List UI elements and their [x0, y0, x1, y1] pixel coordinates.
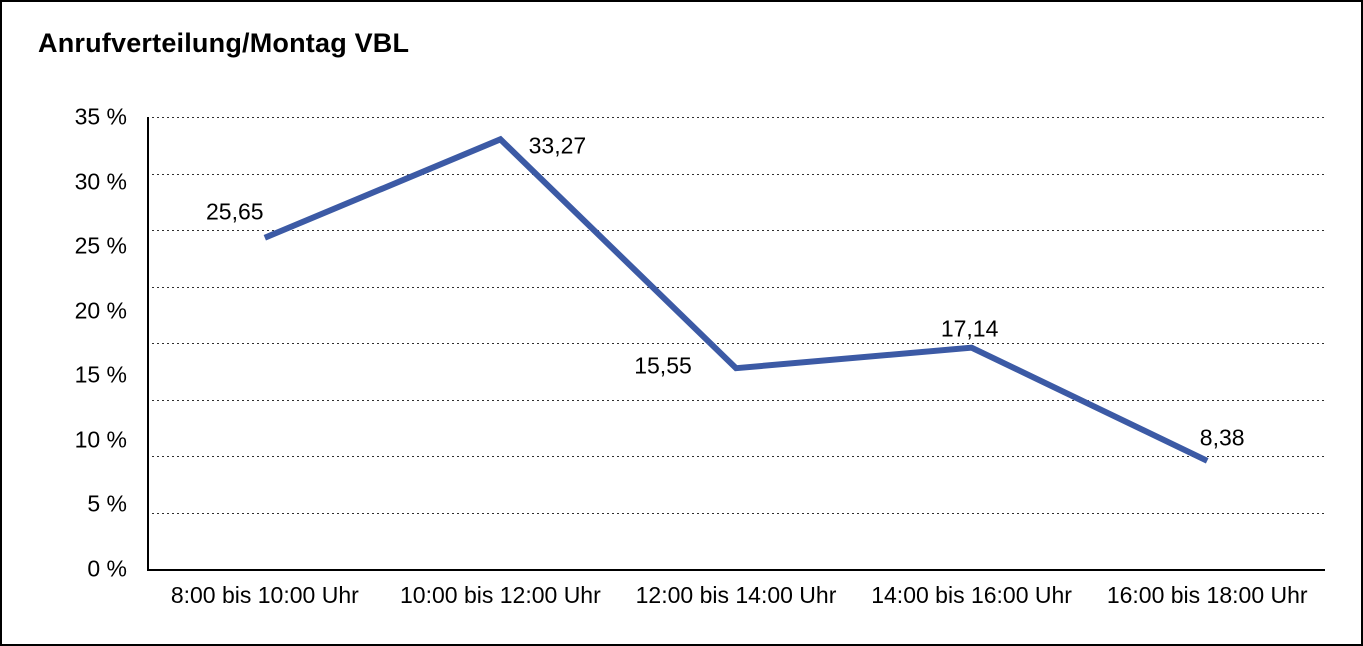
x-axis-category-label: 12:00 bis 14:00 Uhr — [635, 582, 837, 608]
y-axis-line — [147, 117, 149, 569]
plot-area — [147, 117, 1325, 571]
data-point-label: 17,14 — [940, 315, 999, 342]
y-axis-tick-label: 0 % — [87, 555, 127, 582]
gridline — [147, 399, 1325, 401]
chart-title: Anrufverteilung/Montag VBL — [38, 28, 410, 58]
y-axis-tick-label: 15 % — [74, 361, 127, 388]
x-axis-line — [147, 569, 1325, 571]
data-point-label: 8,38 — [1199, 424, 1245, 451]
y-axis-tick-label: 10 % — [74, 426, 127, 453]
gridline — [147, 117, 1325, 118]
x-axis-category-label: 16:00 bis 18:00 Uhr — [1106, 582, 1308, 608]
gridline — [147, 173, 1325, 175]
data-line — [263, 135, 1209, 464]
gridline — [147, 230, 1325, 231]
x-axis-category-label: 14:00 bis 16:00 Uhr — [871, 582, 1072, 608]
gridline — [147, 343, 1325, 344]
gridline — [147, 286, 1325, 288]
y-axis-tick-label: 25 % — [74, 232, 127, 259]
y-axis-tick-label: 20 % — [74, 297, 127, 324]
x-axis-category-label: 10:00 bis 12:00 Uhr — [400, 582, 601, 608]
data-point-label: 33,27 — [528, 132, 587, 159]
data-point-label: 15,55 — [634, 352, 692, 379]
data-point-label: 25,65 — [206, 198, 264, 225]
y-axis-tick-label: 30 % — [74, 168, 127, 195]
x-axis-category-label: 8:00 bis 10:00 Uhr — [170, 582, 359, 608]
gridline — [147, 512, 1325, 514]
y-axis-tick-label: 5 % — [87, 490, 127, 517]
gridline — [147, 456, 1325, 457]
y-axis-tick-label: 35 % — [74, 103, 127, 130]
line-series — [263, 135, 1209, 464]
